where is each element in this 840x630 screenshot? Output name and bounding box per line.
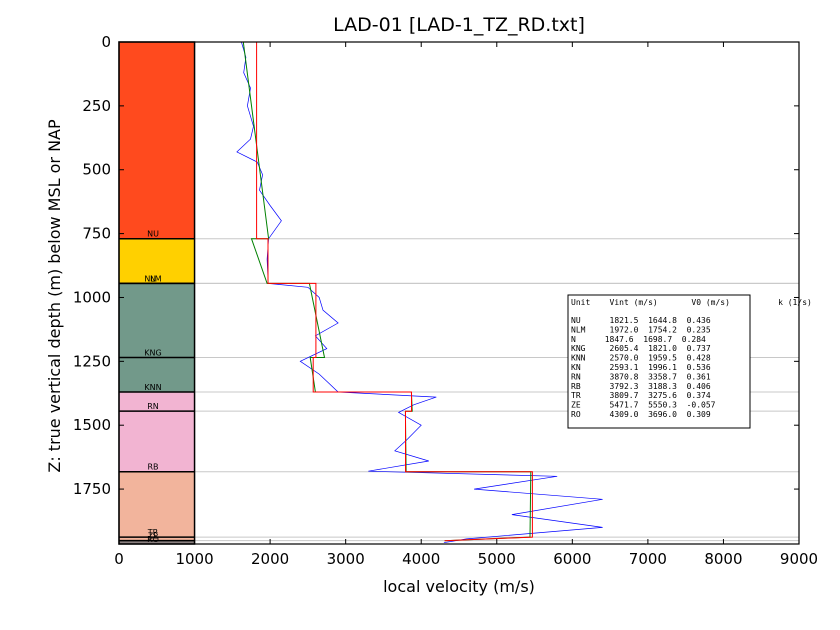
x-tick-label-8000: 8000	[704, 550, 742, 568]
series-line-ff0000	[256, 42, 533, 542]
chart-title: LAD-01 [LAD-1_TZ_RD.txt]	[333, 14, 585, 36]
y-tick-label-250: 250	[82, 97, 111, 115]
lithology-band-knn	[119, 357, 195, 392]
x-tick-label-4000: 4000	[402, 550, 440, 568]
unit-label-knn: KNN	[144, 383, 161, 392]
table-row: RN 3870.8 3358.7 0.361	[571, 372, 711, 381]
unit-label-rb: RB	[147, 463, 158, 472]
unit-label-rn: RN	[147, 402, 159, 411]
table-row: KN 2593.1 1996.1 0.536	[571, 363, 711, 372]
y-tick-label-1500: 1500	[73, 416, 111, 434]
x-axis-title: local velocity (m/s)	[383, 577, 535, 596]
x-tick-label-5000: 5000	[478, 550, 516, 568]
lithology-band-nu	[119, 42, 195, 239]
x-tick-label-0: 0	[114, 550, 124, 568]
y-tick-label-1750: 1750	[73, 480, 111, 498]
lithology-band-ze	[119, 537, 195, 541]
y-tick-label-1250: 1250	[73, 352, 111, 370]
lithology-band-ro	[119, 540, 195, 544]
formation-velocity-table: Unit Vint (m/s) V0 (m/s) k (1/s) NU 1821…	[567, 294, 812, 429]
x-tick-label-1000: 1000	[175, 550, 213, 568]
lithology-band-kng	[119, 283, 195, 358]
table-row: NU 1821.5 1644.8 0.436	[571, 316, 711, 325]
table-row: TR 3809.7 3275.6 0.374	[571, 391, 711, 400]
unit-label-tr: TR	[147, 528, 159, 537]
lithology-band-rb	[119, 411, 195, 472]
x-tick-label-6000: 6000	[553, 550, 591, 568]
table-header: Unit Vint (m/s) V0 (m/s) k (1/s)	[571, 298, 812, 307]
x-tick-label-9000: 9000	[780, 550, 818, 568]
y-tick-label-0: 0	[101, 33, 111, 51]
table-row: RO 4309.0 3696.0 0.309	[571, 410, 711, 419]
x-tick-label-2000: 2000	[251, 550, 289, 568]
series-line-008000	[242, 41, 532, 542]
y-tick-label-1000: 1000	[73, 288, 111, 306]
table-frame	[567, 294, 751, 429]
unit-label-n: N	[150, 274, 156, 283]
unit-label-kng: KNG	[144, 349, 161, 358]
y-tick-label-500: 500	[82, 161, 111, 179]
series-line-0000ff	[236, 41, 603, 544]
unit-label-nu: NU	[147, 230, 159, 239]
table-row: KNN 2570.0 1959.5 0.428	[571, 354, 711, 363]
unit-label-nlm: NLM	[144, 274, 161, 283]
lithology-band-rn	[119, 391, 195, 412]
table-row: ZE 5471.7 5550.3 -0.057	[571, 401, 716, 410]
y-axis-title: Z: true vertical depth (m) below MSL or …	[45, 119, 64, 473]
lithology-band-tr	[119, 471, 195, 538]
x-tick-label-3000: 3000	[327, 550, 365, 568]
x-tick-label-7000: 7000	[629, 550, 667, 568]
table-row: RB 3792.3 3188.3 0.406	[571, 382, 711, 391]
unit-label-ro: RO	[147, 535, 159, 544]
table-row: N 1847.6 1698.7 0.284	[571, 335, 706, 344]
unit-label-ze: ZE	[148, 532, 159, 541]
lithology-band-nlm	[119, 238, 195, 284]
table-row: NLM 1972.0 1754.2 0.235	[571, 325, 711, 334]
table-row: KNG 2605.4 1821.0 0.737	[571, 344, 711, 353]
y-tick-label-750: 750	[82, 225, 111, 243]
plot-frame	[118, 41, 800, 545]
